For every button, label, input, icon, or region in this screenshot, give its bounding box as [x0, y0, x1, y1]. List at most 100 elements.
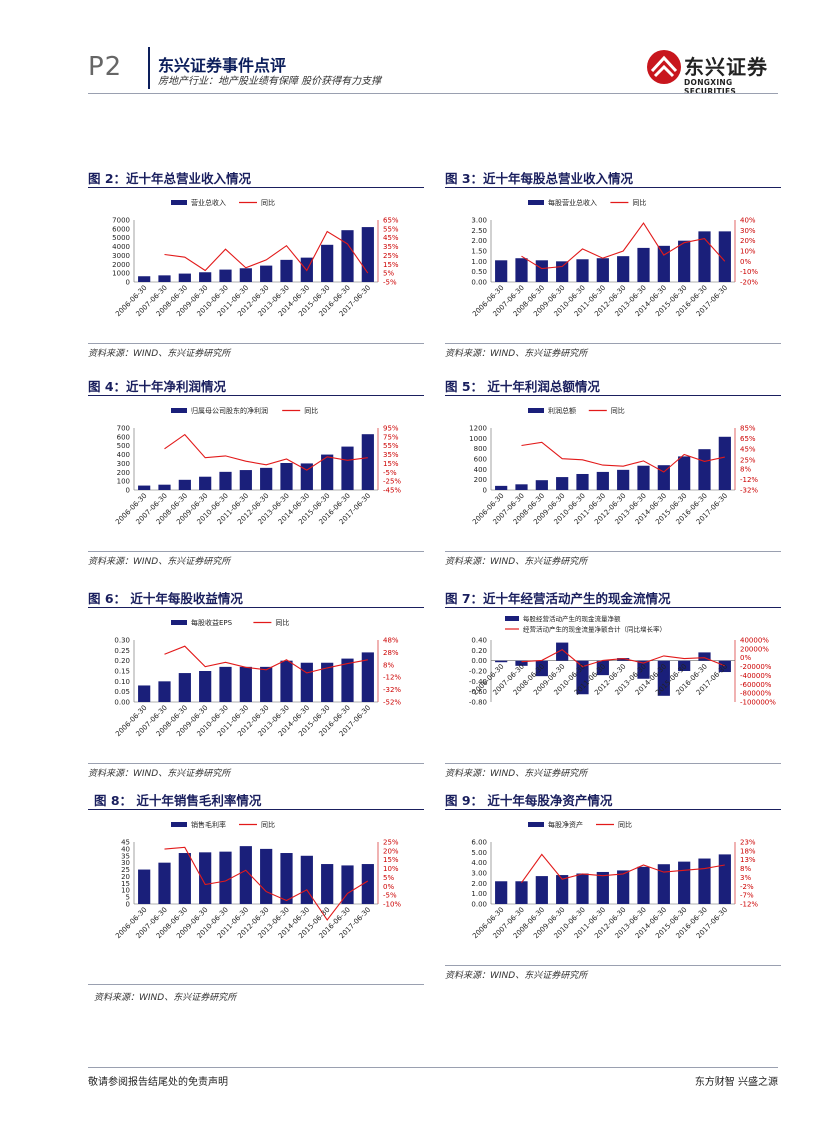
right-axis-tick-label: 28% — [383, 649, 399, 657]
bar — [178, 479, 191, 490]
right-axis-tick-label: -5% — [383, 892, 397, 900]
right-axis-tick-label: 35% — [383, 243, 399, 251]
header-rule — [88, 93, 778, 94]
bar — [138, 869, 151, 904]
bar — [596, 871, 609, 904]
bar — [535, 480, 548, 490]
figure-source: 资料来源：WIND、东兴证券研究所 — [445, 557, 588, 567]
right-axis-tick-label: -32% — [740, 487, 758, 495]
bar — [556, 875, 569, 904]
figure-bottom-rule — [88, 343, 424, 344]
bar — [535, 876, 548, 904]
right-axis-tick-label: -32% — [383, 686, 401, 694]
right-axis-tick-label: 65% — [740, 435, 756, 443]
bar — [260, 467, 273, 490]
chart-legend: 每股收益EPS 同比 — [171, 618, 289, 627]
bar — [718, 436, 731, 490]
chart-legend: 每股净资产 同比 — [528, 820, 632, 829]
yoy-line — [164, 645, 368, 674]
figure-bottom-rule — [88, 551, 424, 552]
bar — [219, 471, 232, 490]
bar — [280, 259, 293, 282]
yoy-line — [164, 230, 369, 274]
bar — [158, 484, 171, 490]
bar — [576, 473, 589, 490]
left-axis-tick-label: 0.00 — [114, 699, 130, 707]
bar — [515, 484, 528, 490]
yoy-line — [521, 441, 725, 473]
bar — [515, 881, 528, 904]
left-axis-tick-label: 1.00 — [471, 890, 487, 898]
bar — [515, 660, 528, 666]
figure-title: 图 4：近十年净利润情况 — [88, 379, 227, 394]
right-axis-tick-label: 25% — [740, 456, 756, 464]
left-axis-tick-label: 15 — [121, 880, 130, 888]
right-axis-tick-label: 25% — [383, 252, 399, 260]
page-number: P2 — [88, 52, 123, 82]
yoy-line — [521, 222, 726, 270]
bar — [239, 666, 252, 702]
left-axis-tick-label: 0 — [126, 487, 130, 495]
legend-bar-swatch — [528, 200, 544, 205]
bar — [158, 862, 171, 904]
right-axis-tick-label: -100000% — [740, 699, 776, 707]
left-axis-tick-label: 3.00 — [471, 870, 487, 878]
bar — [678, 861, 691, 904]
left-axis-tick-label: 6000 — [112, 225, 130, 233]
figure-title: 图 7：近十年经营活动产生的现金流情况 — [445, 591, 671, 606]
right-axis-tick-label: -25% — [383, 478, 401, 486]
figure-top-rule — [88, 809, 424, 810]
left-axis-tick-label: 5.00 — [471, 849, 487, 857]
yoy-line — [521, 649, 726, 668]
right-axis-tick-label: 65% — [383, 217, 399, 225]
bar — [495, 881, 508, 904]
bar — [637, 866, 650, 904]
right-axis-tick-label: 8% — [740, 465, 751, 473]
chart-eps: 每股收益EPS 同比 0.30 0.25 0.20 0.15 0.10 0.05 0.00 48%… — [114, 618, 401, 738]
bar — [199, 671, 212, 702]
figure-title: 图 9： 近十年每股净资产情况 — [445, 793, 613, 808]
right-axis-tick-label: -5% — [383, 279, 397, 287]
chart-legend: 利润总额 同比 — [528, 406, 625, 415]
bar — [576, 259, 589, 282]
bar — [361, 434, 374, 490]
left-axis-tick-label: 4.00 — [471, 859, 487, 867]
right-axis-tick-label: 15% — [383, 261, 399, 269]
left-axis-tick-label: 1.50 — [471, 248, 487, 256]
bar — [199, 272, 212, 282]
left-axis-tick-label: 2.50 — [471, 227, 487, 235]
bar — [678, 660, 691, 671]
bar — [657, 245, 670, 282]
bar — [321, 662, 334, 702]
logo-mark-icon — [647, 50, 681, 84]
right-axis-tick-label: -40000% — [740, 672, 772, 680]
bar — [219, 269, 232, 282]
right-axis-tick-label: -10% — [740, 268, 758, 276]
left-axis-tick-label: 300 — [117, 460, 130, 468]
right-axis-tick-label: 48% — [383, 637, 399, 645]
bar — [535, 660, 548, 677]
right-axis-tick-label: -80000% — [740, 690, 772, 698]
bar — [718, 660, 731, 673]
right-axis-tick-label: -7% — [740, 892, 754, 900]
bar — [341, 658, 354, 702]
left-axis-tick-label: -0.60 — [469, 688, 487, 696]
right-axis-tick-label: 35% — [383, 451, 399, 459]
bar — [556, 477, 569, 490]
figure-source: 资料来源：WIND、东兴证券研究所 — [445, 971, 588, 981]
left-axis-tick-label: 7000 — [112, 217, 130, 225]
bar — [657, 465, 670, 490]
right-axis-tick-label: -60000% — [740, 681, 772, 689]
bar — [637, 247, 650, 282]
right-axis-tick-label: 10% — [740, 248, 756, 256]
figure-bottom-rule — [445, 965, 781, 966]
bar — [341, 446, 354, 490]
bar — [678, 240, 691, 282]
legend-bar-label: 每股营业总收入 — [548, 198, 597, 207]
left-axis-tick-label: 0.15 — [114, 668, 130, 676]
bar — [617, 469, 630, 490]
page-header: P2 东兴证券事件点评 房地产行业：地产股业绩有保障 股价获得有力支撑 东兴证券… — [0, 0, 827, 100]
